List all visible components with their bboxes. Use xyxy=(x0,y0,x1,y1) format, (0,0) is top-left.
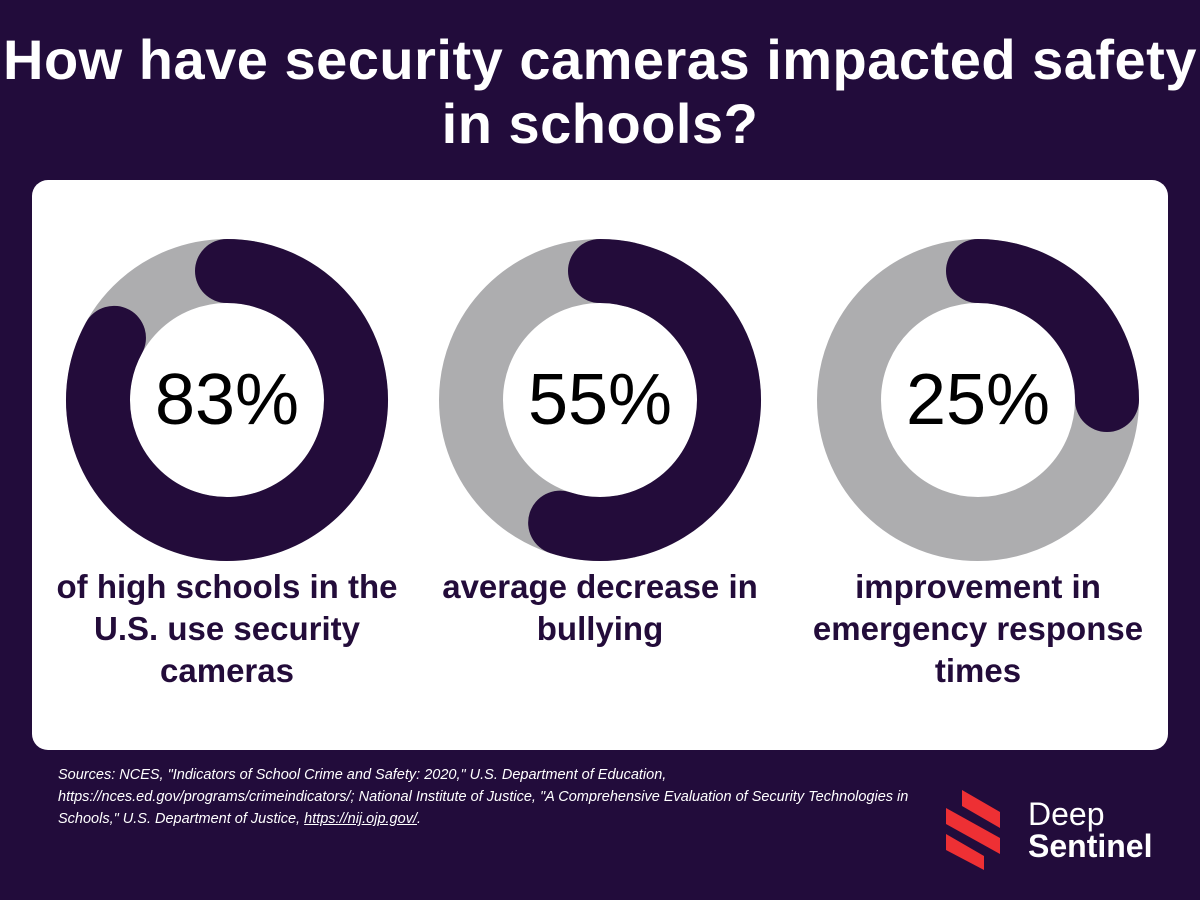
donut-chart-3: 25% xyxy=(813,235,1143,565)
donut-label: 55% xyxy=(435,235,765,565)
donut-label: 25% xyxy=(813,235,1143,565)
donut-label: 83% xyxy=(62,235,392,565)
brand-line-1: Deep xyxy=(1028,796,1105,832)
sources-end: . xyxy=(417,811,421,827)
stats-card: 83% of high schools in the U.S. use secu… xyxy=(32,180,1168,750)
sources-text: Sources: NCES, "Indicators of School Cri… xyxy=(58,767,908,827)
deep-sentinel-logo-icon xyxy=(944,788,1014,870)
page-title: How have security cameras impacted safet… xyxy=(0,28,1200,156)
donut-caption: improvement in emergency response times xyxy=(798,566,1158,692)
brand-line-2: Sentinel xyxy=(1028,830,1152,862)
brand-name: Deep Sentinel xyxy=(1028,798,1152,862)
donut-caption: average decrease in bullying xyxy=(420,566,780,650)
nij-link[interactable]: https://nij.ojp.gov/ xyxy=(304,811,417,827)
donut-caption: of high schools in the U.S. use security… xyxy=(47,566,407,692)
donut-chart-2: 55% xyxy=(435,235,765,565)
sources-note: Sources: NCES, "Indicators of School Cri… xyxy=(58,764,918,830)
donut-chart-1: 83% xyxy=(62,235,392,565)
